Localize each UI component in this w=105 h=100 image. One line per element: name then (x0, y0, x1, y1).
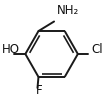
Text: HO: HO (1, 43, 20, 56)
Text: NH₂: NH₂ (57, 4, 79, 17)
Text: Cl: Cl (92, 43, 103, 56)
Text: F: F (36, 84, 43, 97)
